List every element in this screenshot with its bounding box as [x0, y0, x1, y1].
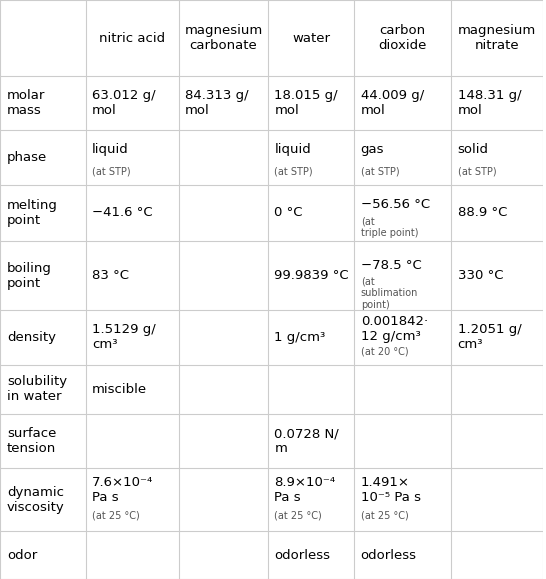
Text: (at 25 °C): (at 25 °C) [92, 511, 140, 521]
Text: 7.6×10⁻⁴
Pa s: 7.6×10⁻⁴ Pa s [92, 477, 153, 504]
Text: nitric acid: nitric acid [99, 31, 165, 45]
Text: solid: solid [458, 143, 489, 156]
Text: (at
sublimation
point): (at sublimation point) [360, 276, 418, 310]
Text: 8.9×10⁻⁴
Pa s: 8.9×10⁻⁴ Pa s [274, 477, 335, 504]
Text: surface
tension: surface tension [7, 427, 56, 455]
Text: (at STP): (at STP) [274, 166, 313, 176]
Text: boiling
point: boiling point [7, 262, 52, 290]
Text: 1.5129 g/
cm³: 1.5129 g/ cm³ [92, 324, 156, 351]
Text: gas: gas [360, 143, 384, 156]
Text: 84.313 g/
mol: 84.313 g/ mol [185, 89, 248, 117]
Text: 88.9 °C: 88.9 °C [458, 206, 507, 219]
Text: (at STP): (at STP) [458, 166, 496, 176]
Text: carbon
dioxide: carbon dioxide [378, 24, 426, 52]
Text: (at STP): (at STP) [360, 166, 399, 176]
Text: 44.009 g/
mol: 44.009 g/ mol [360, 89, 424, 117]
Text: water: water [292, 31, 330, 45]
Text: molar
mass: molar mass [7, 89, 45, 117]
Text: odorless: odorless [360, 549, 417, 562]
Text: 1 g/cm³: 1 g/cm³ [274, 331, 325, 344]
Text: 0 °C: 0 °C [274, 206, 303, 219]
Text: solubility
in water: solubility in water [7, 375, 67, 404]
Text: miscible: miscible [92, 383, 147, 396]
Text: (at 20 °C): (at 20 °C) [360, 346, 408, 356]
Text: 99.9839 °C: 99.9839 °C [274, 269, 349, 282]
Text: liquid: liquid [92, 143, 129, 156]
Text: odorless: odorless [274, 549, 330, 562]
Text: (at STP): (at STP) [92, 166, 130, 176]
Text: (at 25 °C): (at 25 °C) [360, 511, 408, 521]
Text: 0.0728 N/
m: 0.0728 N/ m [274, 427, 339, 455]
Text: dynamic
viscosity: dynamic viscosity [7, 486, 64, 514]
Text: density: density [7, 331, 56, 344]
Text: 1.2051 g/
cm³: 1.2051 g/ cm³ [458, 324, 521, 351]
Text: 18.015 g/
mol: 18.015 g/ mol [274, 89, 338, 117]
Text: odor: odor [7, 549, 37, 562]
Text: (at
triple point): (at triple point) [360, 216, 418, 237]
Text: −56.56 °C: −56.56 °C [360, 198, 430, 211]
Text: 63.012 g/
mol: 63.012 g/ mol [92, 89, 156, 117]
Text: phase: phase [7, 151, 47, 164]
Text: −41.6 °C: −41.6 °C [92, 206, 153, 219]
Text: 0.001842·
12 g/cm³: 0.001842· 12 g/cm³ [360, 316, 428, 343]
Text: 330 °C: 330 °C [458, 269, 503, 282]
Text: liquid: liquid [274, 143, 311, 156]
Text: melting
point: melting point [7, 199, 58, 227]
Text: 1.491×
10⁻⁵ Pa s: 1.491× 10⁻⁵ Pa s [360, 477, 420, 504]
Text: magnesium
carbonate: magnesium carbonate [185, 24, 263, 52]
Text: 83 °C: 83 °C [92, 269, 129, 282]
Text: magnesium
nitrate: magnesium nitrate [458, 24, 536, 52]
Text: −78.5 °C: −78.5 °C [360, 259, 422, 272]
Text: (at 25 °C): (at 25 °C) [274, 511, 322, 521]
Text: 148.31 g/
mol: 148.31 g/ mol [458, 89, 521, 117]
